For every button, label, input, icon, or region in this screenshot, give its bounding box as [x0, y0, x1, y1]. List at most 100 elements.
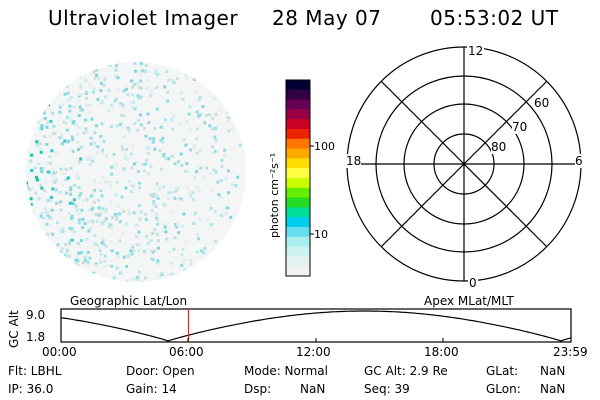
emission-pixel	[182, 212, 186, 216]
emission-pixel	[60, 75, 64, 79]
emission-pixel	[69, 186, 73, 190]
emission-pixel	[130, 252, 134, 256]
emission-pixel	[151, 195, 155, 199]
altitude-curve	[60, 310, 572, 342]
emission-pixel	[35, 222, 38, 226]
emission-pixel	[45, 222, 49, 226]
emission-pixel	[95, 73, 99, 77]
emission-pixel	[26, 231, 27, 235]
emission-pixel	[28, 72, 32, 75]
emission-pixel	[95, 243, 99, 247]
emission-pixel	[132, 249, 136, 253]
emission-pixel	[145, 87, 149, 91]
emission-pixel	[39, 150, 43, 154]
emission-pixel	[73, 70, 77, 74]
emission-pixel	[49, 277, 53, 281]
emission-pixel	[125, 283, 128, 286]
colorbar-swatch	[286, 197, 310, 208]
colorbar-swatch	[286, 217, 310, 228]
emission-pixel	[165, 237, 169, 241]
emission-pixel	[127, 128, 131, 132]
emission-pixel	[131, 184, 135, 188]
emission-pixel	[69, 192, 73, 196]
emission-pixel	[153, 86, 157, 90]
emission-pixel	[222, 84, 225, 88]
emission-pixel	[178, 197, 182, 200]
emission-pixel	[230, 127, 234, 131]
emission-pixel	[93, 241, 97, 245]
colorbar-label-10: 10	[314, 228, 328, 241]
emission-pixel	[205, 265, 209, 269]
emission-pixel	[114, 163, 118, 167]
emission-pixel	[107, 225, 111, 228]
emission-pixel	[88, 62, 91, 65]
emission-pixel	[74, 258, 78, 262]
emission-pixel	[129, 190, 133, 193]
emission-pixel	[118, 123, 122, 127]
emission-pixel	[105, 154, 109, 158]
emission-pixel	[35, 113, 39, 117]
emission-pixel	[63, 139, 67, 143]
emission-pixel	[139, 210, 143, 214]
emission-pixel	[77, 114, 81, 117]
emission-pixel	[192, 144, 196, 148]
emission-pixel	[40, 170, 44, 174]
emission-pixel	[167, 273, 170, 277]
emission-pixel	[116, 76, 120, 80]
emission-pixel	[36, 260, 40, 264]
emission-pixel	[23, 66, 26, 69]
colorbar-swatch	[286, 207, 310, 218]
emission-pixel	[45, 101, 49, 105]
emission-pixel	[183, 268, 187, 272]
emission-pixel	[29, 203, 33, 206]
emission-pixel	[71, 137, 75, 141]
emission-pixel	[91, 206, 95, 210]
emission-pixel	[232, 239, 236, 243]
emission-pixel	[214, 240, 218, 244]
emission-pixel	[133, 62, 137, 65]
emission-pixel	[149, 239, 153, 243]
emission-pixel	[164, 230, 168, 234]
emission-pixel	[185, 120, 189, 124]
emission-pixel	[175, 77, 179, 81]
emission-pixel	[59, 208, 63, 212]
emission-pixel	[66, 63, 70, 67]
emission-pixel	[107, 109, 111, 113]
emission-pixel	[206, 218, 210, 222]
emission-pixel	[56, 72, 59, 76]
emission-pixel	[66, 62, 69, 63]
emission-pixel	[189, 194, 193, 198]
emission-pixel	[32, 233, 36, 237]
emission-pixel	[62, 75, 66, 79]
emission-pixel	[65, 128, 69, 132]
mlt-label-18: 18	[346, 154, 362, 168]
emission-pixel	[28, 188, 31, 192]
emission-pixel	[64, 121, 68, 125]
emission-pixel	[59, 167, 63, 171]
emission-pixel	[44, 211, 48, 215]
emission-pixel	[247, 197, 250, 200]
emission-pixel	[53, 280, 57, 282]
emission-pixel	[139, 79, 143, 83]
emission-pixel	[237, 58, 240, 61]
glat-value: NaN	[540, 364, 566, 378]
emission-pixel	[137, 249, 141, 253]
emission-pixel	[177, 160, 180, 163]
emission-pixel	[146, 112, 150, 116]
emission-pixel	[239, 70, 243, 74]
seq-info: Seq: 39	[364, 382, 410, 396]
emission-pixel	[156, 196, 160, 200]
emission-pixel	[118, 212, 121, 216]
emission-pixel	[96, 77, 99, 81]
emission-pixel	[40, 186, 44, 190]
emission-pixel	[185, 241, 189, 245]
emission-pixel	[31, 211, 34, 215]
emission-pixel	[180, 163, 184, 167]
emission-pixel	[99, 81, 103, 85]
emission-pixel	[75, 254, 79, 258]
emission-pixel	[26, 252, 29, 256]
emission-pixel	[143, 249, 146, 253]
emission-pixel	[153, 228, 157, 232]
emission-pixel	[109, 183, 113, 187]
emission-pixel	[170, 155, 174, 158]
